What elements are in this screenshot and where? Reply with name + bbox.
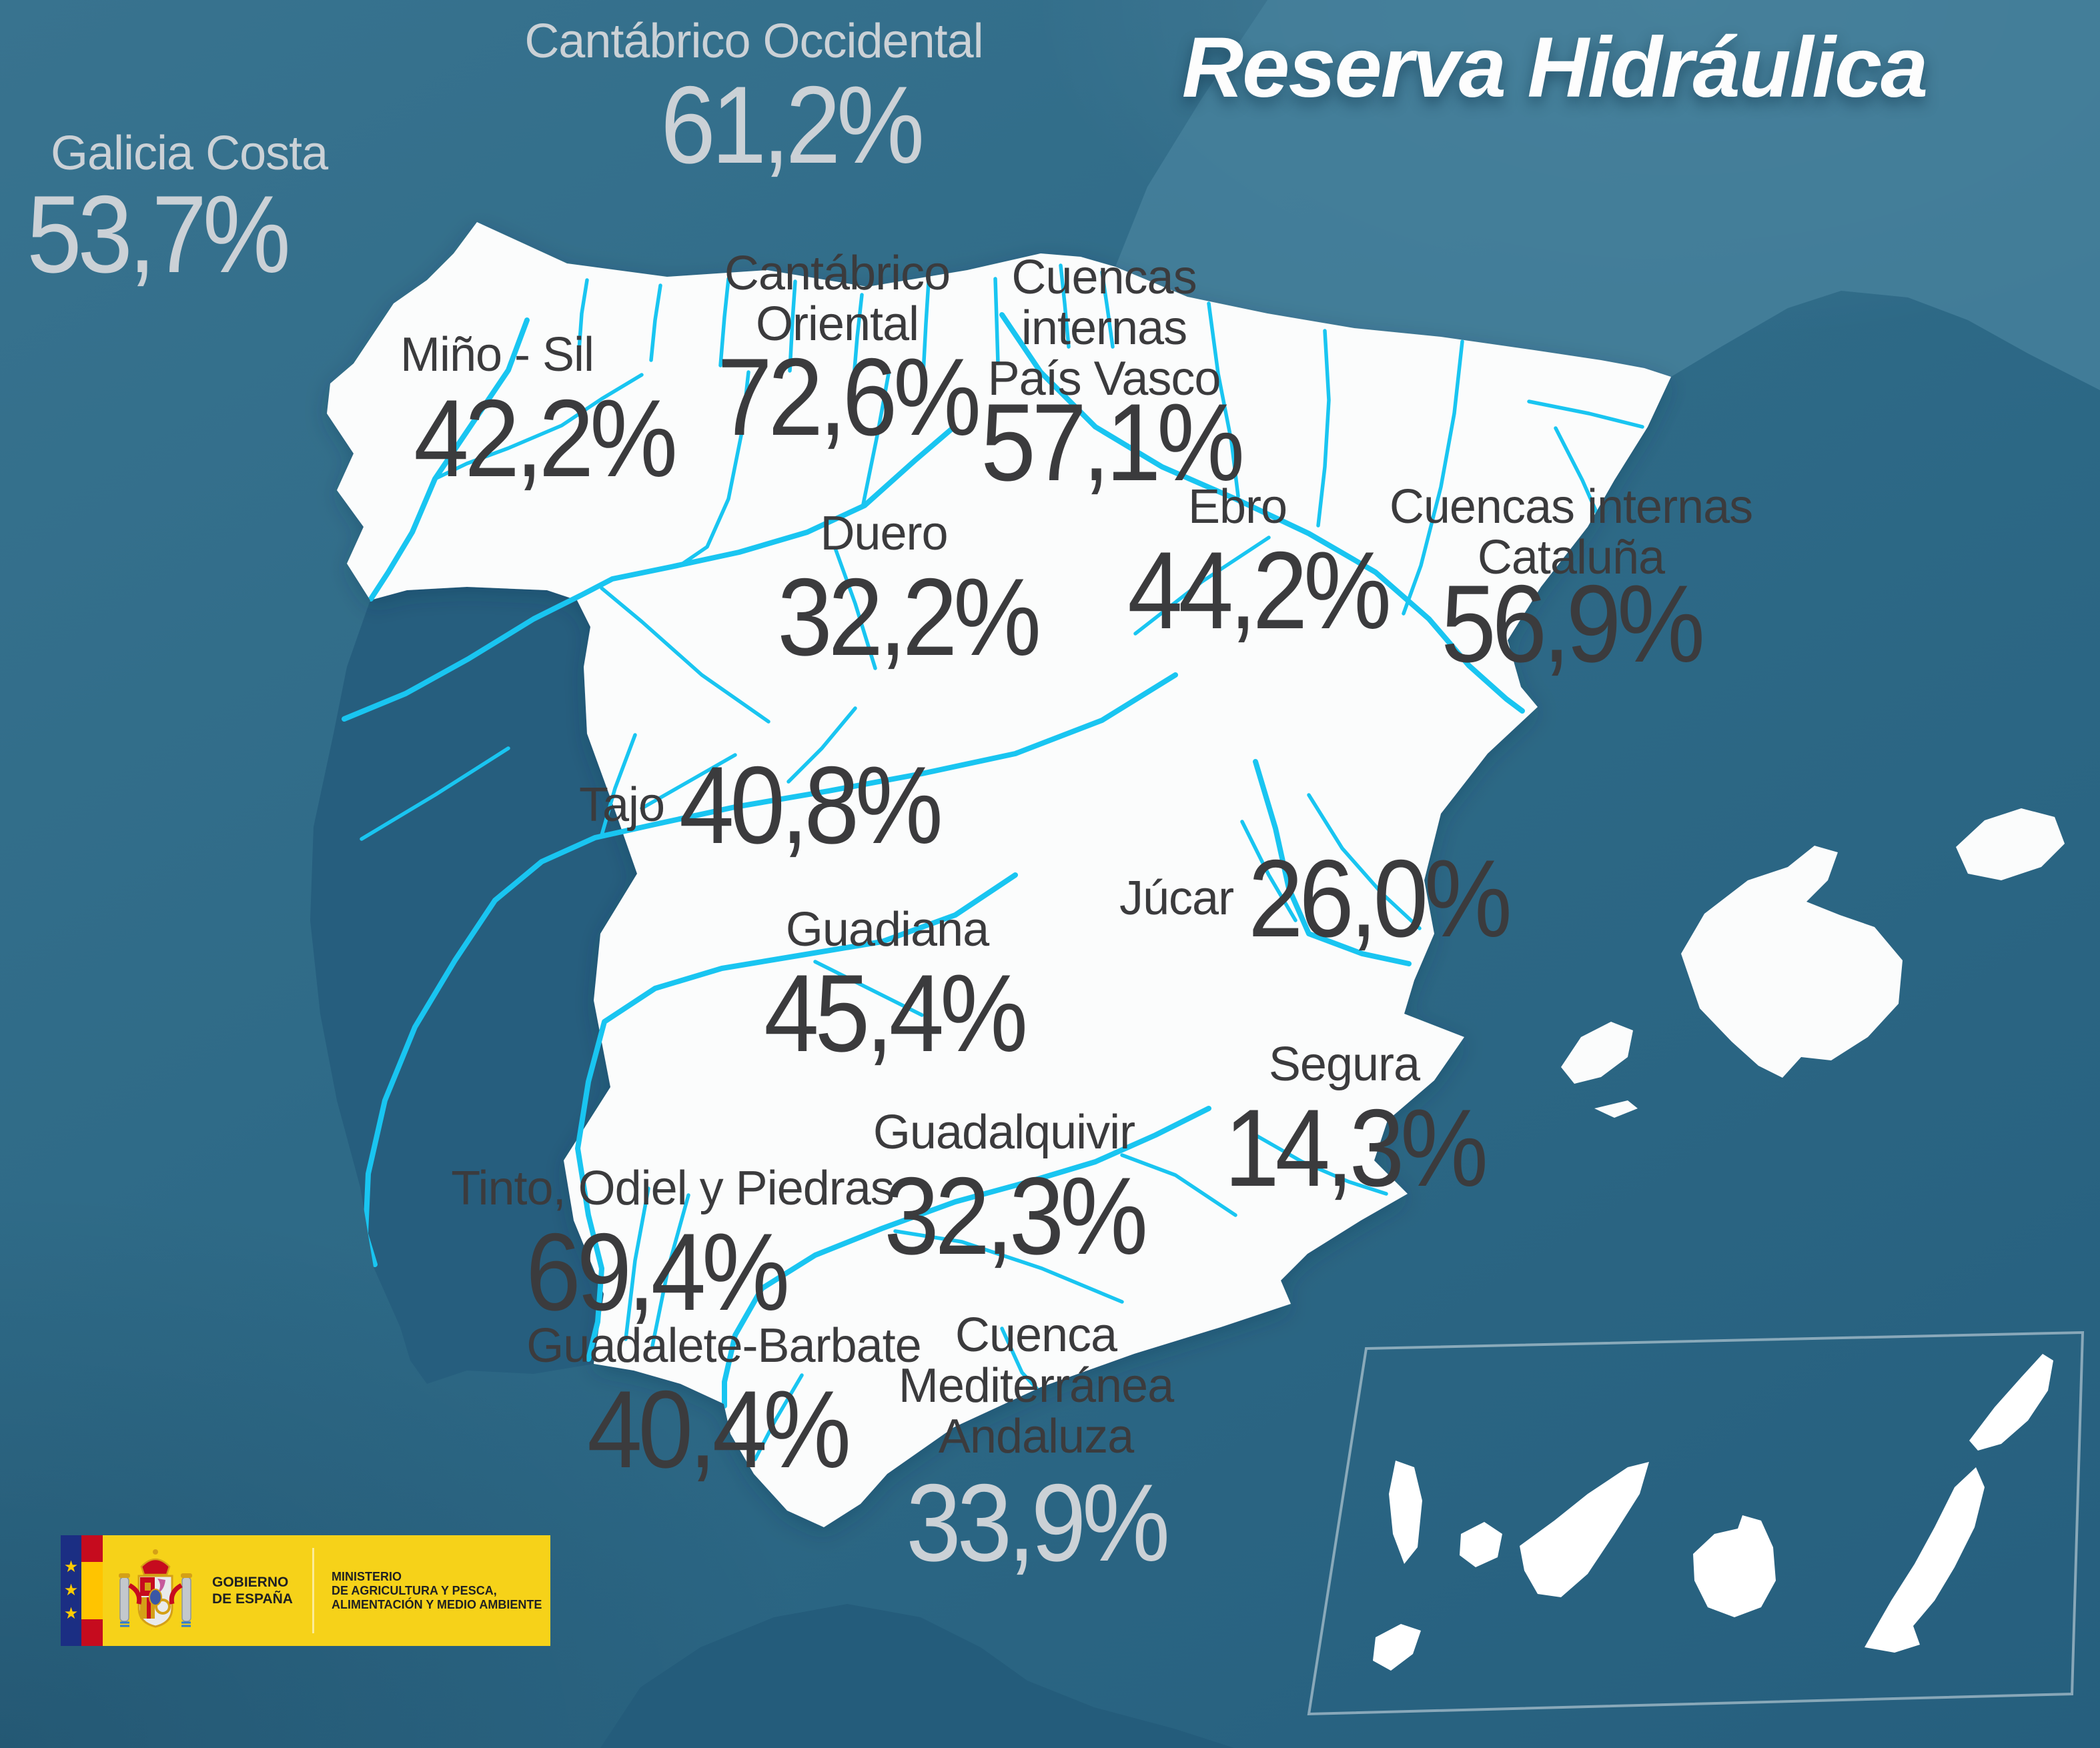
basin-value: 44,2% xyxy=(1127,529,1392,652)
basin-tinto-odiel-piedras: Tinto, Odiel y Piedras 69,4% xyxy=(372,1163,973,1333)
basin-cuencas-internas-cataluna: Cuencas internas Cataluña 56,9% xyxy=(1271,482,1871,685)
basin-name-line: Guadalete-Barbate xyxy=(526,1319,921,1373)
basin-name: Cuencas internas País Vasco xyxy=(804,252,1404,404)
basin-name: Tinto, Odiel y Piedras xyxy=(372,1163,973,1214)
basin-name: Cuencas internas Cataluña xyxy=(1271,482,1871,583)
basin-name-line: Guadiana xyxy=(785,903,989,956)
logo-divider xyxy=(312,1548,314,1633)
canary-inset-box xyxy=(1307,1331,2085,1716)
basin-guadalete-barbate: Guadalete-Barbate 40,4% xyxy=(424,1321,1024,1491)
basin-name: Cantábrico Oriental xyxy=(537,248,1137,349)
basin-galicia-costa: Galicia Costa 53,7% xyxy=(27,128,560,295)
basin-name: Galicia Costa xyxy=(27,128,560,179)
government-line: GOBIERNO xyxy=(212,1575,289,1590)
basin-cantabrico-oriental: Cantábrico Oriental 72,6% xyxy=(537,248,1137,458)
basin-name-line: Guadalquivir xyxy=(873,1106,1135,1159)
basin-name: Guadalete-Barbate xyxy=(424,1321,1024,1371)
basin-name-line: internas xyxy=(1021,301,1187,355)
river-network xyxy=(342,263,1644,1461)
basin-name-line: Galicia Costa xyxy=(51,127,328,180)
basin-name: Guadalquivir xyxy=(704,1107,1304,1158)
government-logo: ★ ★ ★ xyxy=(61,1535,550,1646)
basin-value: 72,6% xyxy=(717,335,981,458)
basin-value: 57,1% xyxy=(981,381,1245,504)
basin-name-line: Mediterránea xyxy=(898,1359,1174,1413)
portugal-silhouette xyxy=(310,587,637,1384)
basin-name: Duero xyxy=(584,508,1184,559)
basin-name: Júcar xyxy=(1119,872,1234,925)
basin-name-line: Tajo xyxy=(579,778,665,832)
government-line: DE ESPAÑA xyxy=(212,1591,293,1607)
basin-name: Miño - Sil xyxy=(197,329,797,380)
basin-value: 56,9% xyxy=(1441,562,1705,685)
flag-red-band xyxy=(81,1535,103,1562)
basin-value: 14,3% xyxy=(1224,1086,1488,1209)
balearic-islands xyxy=(1561,808,2065,1118)
basin-name-line: Andaluza xyxy=(938,1410,1134,1463)
ministry-name: MINISTERIO DE AGRICULTURA Y PESCA, ALIME… xyxy=(332,1570,542,1612)
basin-name: Segura xyxy=(1044,1039,1644,1090)
basin-name-line: País Vasco xyxy=(987,352,1221,405)
page-title: Reserva Hidráulica xyxy=(1181,20,1929,115)
ministry-line: DE AGRICULTURA Y PESCA, xyxy=(332,1583,497,1597)
france-silhouette xyxy=(1115,0,2100,390)
basin-name: Guadiana xyxy=(587,904,1187,955)
basin-name-line: Tinto, Odiel y Piedras xyxy=(451,1162,895,1215)
basin-name-line: Cantábrico Occidental xyxy=(524,15,983,68)
eu-star-icon: ★ xyxy=(63,1558,79,1576)
ministry-line: ALIMENTACIÓN Y MEDIO AMBIENTE xyxy=(332,1597,542,1611)
basin-cuenca-mediterranea-andaluza: Cuenca Mediterránea Andaluza 33,9% xyxy=(736,1310,1336,1584)
basin-guadalquivir: Guadalquivir 32,3% xyxy=(704,1107,1304,1277)
basin-name-line: Segura xyxy=(1268,1038,1420,1091)
basin-name-line: Cataluña xyxy=(1477,531,1665,584)
government-name: GOBIERNO DE ESPAÑA xyxy=(212,1574,299,1607)
basin-tajo: Tajo 40,8% xyxy=(579,744,968,866)
basin-name-line: Cuenca xyxy=(955,1308,1117,1362)
basin-value: 33,9% xyxy=(906,1461,1170,1584)
basin-value: 61,2% xyxy=(660,63,925,186)
basin-name: Cuenca Mediterránea Andaluza xyxy=(736,1310,1336,1462)
spain-coat-of-arms xyxy=(119,1549,192,1628)
basin-name: Tajo xyxy=(579,778,665,832)
basin-name-line: Júcar xyxy=(1119,872,1234,925)
flag-red-band xyxy=(81,1619,103,1646)
basin-value: 40,4% xyxy=(587,1368,851,1491)
basin-jucar: Júcar 26,0% xyxy=(1119,837,1537,960)
ministry-line: MINISTERIO xyxy=(332,1569,402,1583)
eu-star-icon: ★ xyxy=(63,1605,79,1623)
basin-guadiana: Guadiana 45,4% xyxy=(587,904,1187,1074)
basin-mino-sil: Miño - Sil 42,2% xyxy=(243,329,844,500)
basin-value: 53,7% xyxy=(27,173,291,295)
morocco-silhouette xyxy=(600,1604,1234,1748)
eu-star-icon: ★ xyxy=(63,1581,79,1599)
basin-cantabrico-occidental: Cantábrico Occidental 61,2% xyxy=(454,16,1054,186)
basin-value: 32,3% xyxy=(884,1154,1148,1277)
spain-flag-stripe xyxy=(81,1535,103,1646)
basin-value: 40,8% xyxy=(679,744,943,866)
basin-value: 69,4% xyxy=(526,1210,790,1333)
basin-name-line: Oriental xyxy=(755,297,919,351)
flag-yellow-band xyxy=(81,1562,103,1619)
basin-value: 45,4% xyxy=(764,952,1028,1074)
basin-name-line: Cuencas xyxy=(1011,251,1197,304)
basin-duero: Duero 32,2% xyxy=(607,508,1207,678)
basin-name-line: Cuencas internas xyxy=(1389,480,1753,534)
basin-name-line: Ebro xyxy=(1187,480,1287,534)
basin-value: 32,2% xyxy=(777,556,1041,678)
basin-name: Cantábrico Occidental xyxy=(454,16,1054,67)
basin-ebro: Ebro 44,2% xyxy=(957,482,1558,652)
basin-segura: Segura 14,3% xyxy=(1044,1039,1644,1209)
basin-name-line: Cantábrico xyxy=(724,247,951,300)
basin-name-line: Miño - Sil xyxy=(400,328,594,381)
eu-flag-stripe: ★ ★ ★ xyxy=(61,1535,81,1646)
basin-value: 42,2% xyxy=(414,377,678,500)
basin-value: 26,0% xyxy=(1248,837,1512,960)
basin-name-line: Duero xyxy=(820,507,948,560)
basin-name: Ebro xyxy=(937,482,1538,532)
canary-islands xyxy=(1373,1354,2053,1671)
basin-cuencas-internas-pais-vasco: Cuencas internas País Vasco 57,1% xyxy=(804,252,1404,504)
